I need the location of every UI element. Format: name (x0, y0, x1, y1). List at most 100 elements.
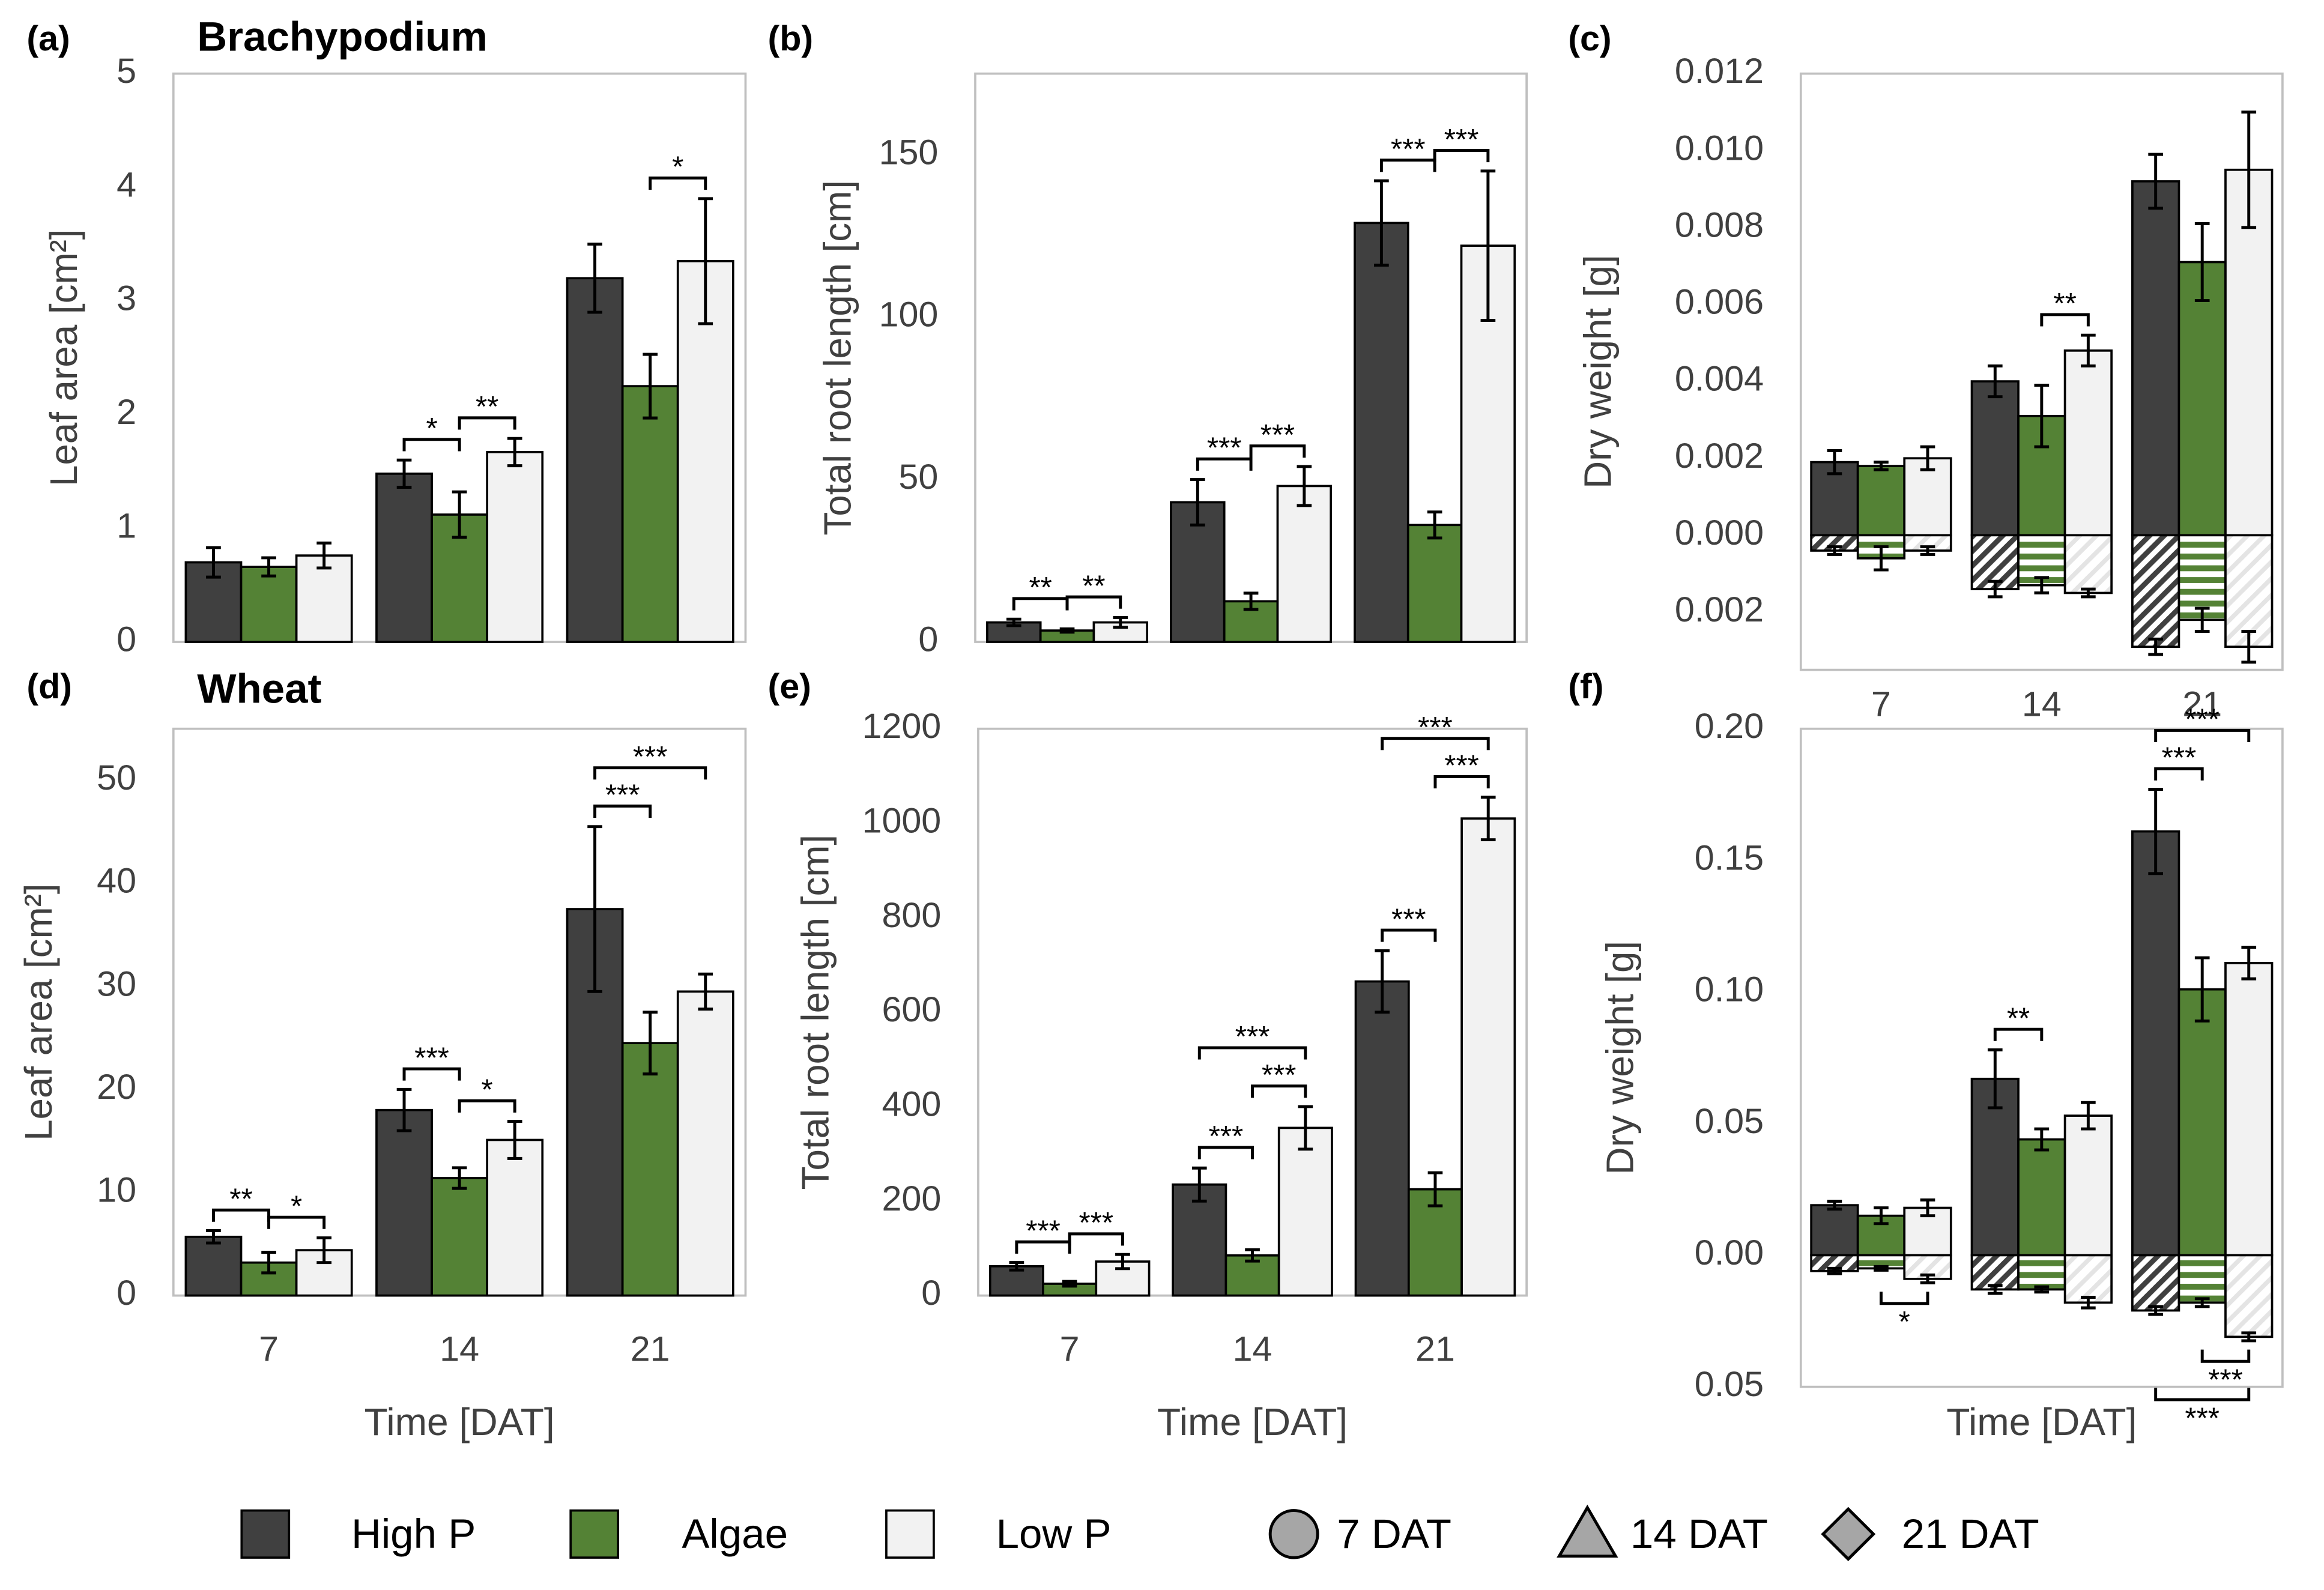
significance-label: ** (2053, 287, 2076, 320)
error-bar (1827, 1200, 1842, 1211)
bar (375, 473, 433, 643)
significance-bracket (2154, 728, 2251, 743)
y-tick-label: 4 (117, 165, 136, 205)
significance-label: * (291, 1190, 302, 1223)
error-bar (698, 197, 713, 325)
significance-label: *** (1444, 123, 1479, 156)
y-axis-label: Total root length [cm] (793, 835, 837, 1190)
significance-bracket (593, 804, 652, 818)
y-tick-label: 600 (882, 990, 941, 1029)
significance-label: ** (229, 1183, 252, 1216)
significance-label: *** (1026, 1215, 1061, 1248)
error-bar (396, 458, 412, 489)
bar (1277, 1126, 1333, 1297)
bar (295, 554, 353, 643)
panel-label: (c) (1568, 19, 1611, 58)
significance-label: ** (1082, 570, 1105, 603)
panel-label: (d) (26, 667, 72, 706)
legend-label: Algae (682, 1511, 788, 1557)
legend-swatch (885, 1509, 935, 1559)
error-bar (1062, 1280, 1077, 1288)
bar (2224, 168, 2274, 537)
significance-label: *** (414, 1041, 449, 1074)
significance-label: *** (1418, 711, 1453, 744)
error-bar (396, 1087, 412, 1132)
panel-title: Wheat (197, 666, 321, 712)
significance-bracket (1197, 1146, 1254, 1159)
y-tick-label: 30 (97, 964, 136, 1003)
error-bar (587, 825, 602, 993)
panel-label: (a) (26, 19, 70, 58)
error-bar (1190, 478, 1205, 527)
legend-marker (1268, 1509, 1319, 1559)
significance-bracket (1015, 1240, 1071, 1254)
error-bar (1374, 179, 1389, 267)
y-tick-label: 0.15 (1695, 838, 1764, 878)
bar (1460, 817, 1516, 1297)
y-axis-label: Leaf area [cm²] (17, 883, 60, 1141)
error-bar (1920, 1198, 1935, 1218)
bar (621, 1042, 679, 1297)
bar (1092, 621, 1149, 643)
significance-bracket (1249, 444, 1306, 458)
error-bar (1427, 1171, 1443, 1208)
y-tick-label: 10 (97, 1170, 136, 1210)
root-bar (2131, 534, 2180, 648)
error-bar (2148, 1305, 2164, 1316)
y-tick-label: 100 (879, 295, 939, 334)
x-tick-label: 21 (1415, 1329, 1455, 1369)
significance-bracket (458, 416, 516, 430)
y-tick-label: 200 (882, 1179, 941, 1218)
error-bar (1920, 545, 1935, 556)
significance-label: *** (2208, 1364, 2243, 1397)
significance-label: *** (2162, 742, 2197, 775)
root-bar (2063, 534, 2113, 594)
significance-bracket (1251, 1084, 1307, 1098)
panel-label: (f) (1568, 667, 1603, 706)
y-tick-label: 0.012 (1675, 51, 1764, 91)
x-tick-label: 21 (2182, 685, 2222, 724)
x-axis-label: Time [DAT] (365, 1400, 555, 1443)
root-bar (2224, 1254, 2274, 1338)
error-bar (2148, 153, 2164, 210)
bar (375, 1108, 433, 1297)
error-bar (1243, 591, 1259, 611)
y-axis-label: Total root length [cm] (816, 180, 859, 536)
error-bar (261, 556, 276, 578)
bar (1354, 980, 1410, 1297)
error-bar (698, 972, 713, 1011)
error-bar (2194, 1297, 2210, 1308)
error-bar (1009, 1261, 1024, 1272)
legend-swatch (240, 1509, 291, 1559)
significance-label: *** (1260, 419, 1295, 452)
error-bar (2148, 637, 2164, 656)
error-bar (643, 1011, 658, 1076)
bar (486, 451, 544, 643)
y-tick-label: 0.006 (1675, 282, 1764, 322)
significance-label: ** (1029, 571, 1052, 604)
y-tick-label: 0 (918, 620, 938, 659)
error-bar (1987, 364, 2003, 399)
error-bar (1375, 949, 1390, 1014)
panel-label: (b) (767, 19, 813, 58)
error-bar (2194, 606, 2210, 633)
significance-bracket (1879, 1292, 1929, 1305)
y-tick-label: 0.000 (1675, 513, 1764, 552)
legend-label: 21 DAT (1902, 1511, 2039, 1557)
error-bar (1245, 1248, 1260, 1263)
error-bar (2034, 1127, 2050, 1152)
significance-label: * (482, 1074, 493, 1107)
bar (184, 1235, 243, 1297)
y-tick-label: 0.002 (1675, 436, 1764, 476)
error-bar (1874, 545, 1889, 572)
error-bar (1987, 1048, 2003, 1110)
error-bar (2241, 630, 2257, 664)
error-bar (1480, 169, 1496, 322)
error-bar (1987, 579, 2003, 599)
error-bar (1920, 445, 1935, 471)
bar (1856, 465, 1906, 537)
significance-label: *** (1262, 1059, 1297, 1092)
y-tick-label: 5 (117, 51, 136, 91)
error-bar (1006, 617, 1021, 627)
